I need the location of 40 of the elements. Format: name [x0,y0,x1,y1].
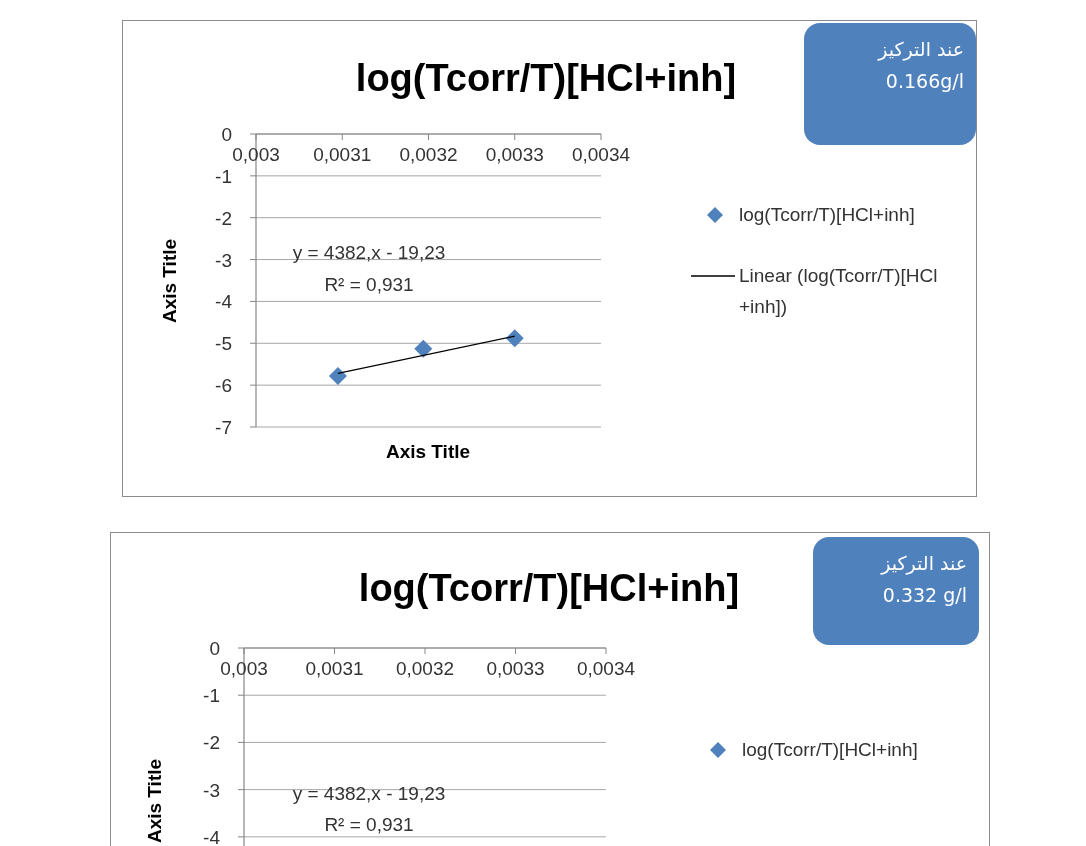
x-tick-label: 0,0031 [313,144,372,165]
legend-label: log(Tcorr/T)[HCl+inh] [742,738,919,762]
x-tick-label: 0,003 [232,144,280,165]
y-tick-label: -2 [203,732,220,754]
y-tick-label: -4 [203,826,221,846]
x-tick-label: 0,0033 [486,658,545,679]
y-axis-title: Axis Title [159,238,180,324]
y-tick-label: -4 [215,291,233,313]
y-tick-label: -6 [215,375,232,397]
y-tick-label: -3 [203,779,220,801]
y-tick-label: -7 [215,417,232,438]
text: عند التركيز 0.166g/l [804,23,976,145]
x-tick-label: 0,003 [220,658,268,679]
annotation: y = 4382,x - 19,23 [292,783,446,804]
y-axis-title: Axis Title [144,758,165,844]
y-tick-label: -3 [215,249,232,271]
annotation: y = 4382,x - 19,23 [292,242,446,263]
text: عند التركيز 0.332 g/l [813,537,979,645]
point [414,339,433,358]
x-tick-label: 0,0032 [399,144,458,165]
y-tick-label: 0 [221,124,232,145]
y-tick-label: 0 [209,638,220,659]
x-tick-label: 0,0032 [395,658,455,679]
x-tick-label: 0,0031 [305,658,364,679]
annotation: R² = 0,931 [324,814,414,835]
chart-title: log(Tcorr/T)[HCl+inh] [358,567,740,609]
point [505,329,524,348]
y-tick-label: -2 [215,207,232,229]
x-tick-label: 0,0034 [576,658,636,679]
y-tick-label: -1 [215,165,232,187]
point [328,366,347,385]
legend-label: log(Tcorr/T)[HCl+inh] [739,203,916,227]
chart-title: log(Tcorr/T)[HCl+inh] [355,57,737,99]
x-tick-label: 0,0034 [571,144,631,165]
legend-label: Linear (log(Tcorr/T)[HCl+inh]) [739,264,939,319]
x-tick-label: 0,0033 [485,144,544,165]
x-axis-title: Axis Title [385,441,471,462]
y-tick-label: -5 [215,333,232,355]
y-tick-label: -1 [203,685,220,707]
annotation: R² = 0,931 [324,274,414,295]
